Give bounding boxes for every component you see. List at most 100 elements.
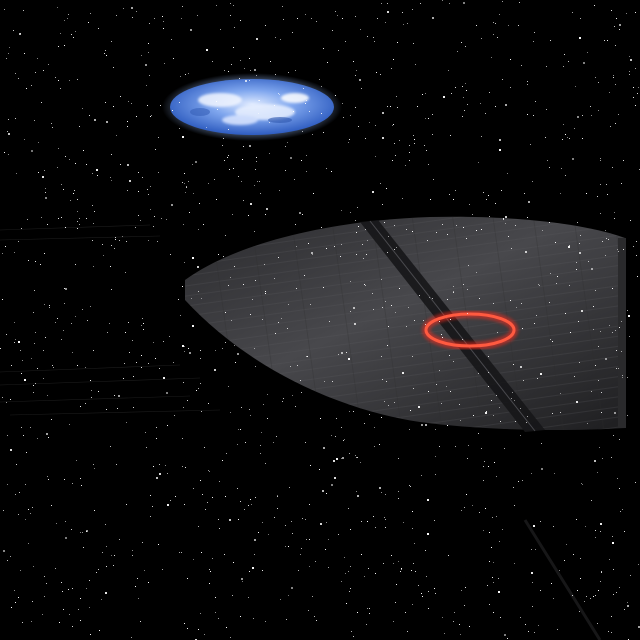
star [48,64,49,65]
star [23,435,24,436]
star [302,214,303,215]
star [393,563,394,564]
star [105,50,106,51]
star [14,252,15,253]
star [430,199,431,200]
star [500,421,501,422]
star [489,216,490,217]
star [161,218,162,219]
star [579,243,580,244]
star [594,5,595,6]
star [255,280,256,281]
star [557,276,558,277]
star [329,321,330,322]
star [442,224,443,225]
star [158,544,159,545]
star [200,383,201,384]
star [302,131,303,132]
star [488,356,489,357]
star [567,137,568,138]
star [593,306,594,307]
star [409,145,410,146]
star [61,339,62,340]
star [240,616,241,617]
star [342,18,343,19]
star [534,632,535,633]
star [37,368,38,369]
star [350,529,351,530]
star [42,614,43,615]
star [242,159,243,160]
star [111,180,112,181]
star [422,596,423,597]
star [43,350,44,351]
star [365,138,366,139]
star [382,112,384,114]
star [225,496,226,497]
star [150,116,151,117]
star [306,539,307,540]
star [214,179,215,180]
star [115,239,116,240]
star [45,197,47,199]
star [633,97,634,98]
star [323,132,324,133]
star [619,29,620,30]
star [288,304,289,305]
star [394,402,395,403]
star [493,415,494,416]
star [384,517,385,518]
star [167,425,168,426]
star [197,266,199,268]
star [393,124,394,125]
star [223,138,224,139]
star [439,321,440,322]
star [183,407,184,408]
star [356,457,357,458]
star [414,143,415,144]
star [349,453,350,454]
star [132,17,133,18]
star [356,232,357,233]
star [432,114,433,115]
star [295,70,296,71]
star [335,436,336,437]
star [275,74,276,75]
star [240,20,241,21]
star [265,214,266,215]
star [80,598,81,599]
star [122,236,123,237]
star [262,522,263,523]
star [450,391,451,392]
star [120,164,121,165]
star [481,136,482,137]
star [356,254,357,255]
star [292,32,293,33]
star [92,205,93,206]
star [204,447,205,448]
star [403,24,404,25]
star [436,384,437,385]
star [280,599,281,600]
star [635,12,636,13]
star [42,176,44,178]
star [356,491,357,492]
star [106,566,107,567]
star [467,289,468,290]
star [254,185,255,186]
star [367,240,368,241]
star [453,286,454,287]
star [465,587,466,588]
star [570,332,571,333]
star [135,586,136,587]
star [533,41,534,42]
star [319,79,320,80]
star [505,223,506,224]
star [541,468,543,470]
star [4,9,5,10]
star [141,355,142,356]
star [181,18,182,19]
star [602,458,603,459]
star [531,473,532,474]
star [240,501,241,502]
